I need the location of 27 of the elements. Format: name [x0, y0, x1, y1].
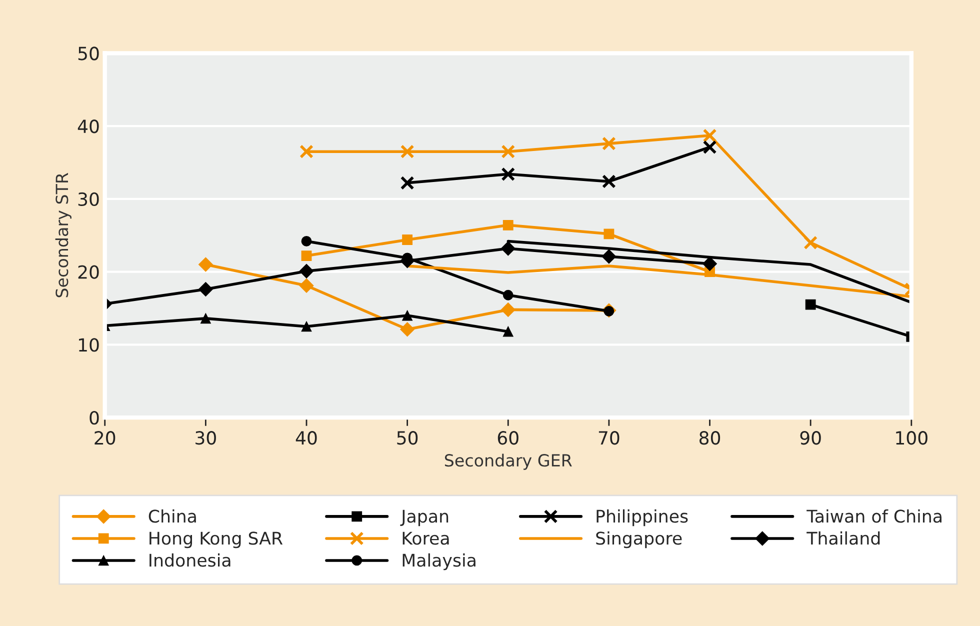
legend-label: Thailand	[806, 531, 880, 545]
y-tick-label: 20	[78, 265, 99, 279]
legend-label: Japan	[400, 510, 448, 526]
y-tick-label: 50	[78, 46, 99, 60]
legend-label: Korea	[402, 532, 449, 545]
y-tick-label: 40	[78, 120, 99, 134]
y-tick-label: 0	[90, 411, 99, 425]
x-tick-label: 20	[94, 431, 116, 445]
y-axis-title: Secondary STR	[55, 172, 72, 298]
legend-label: Singapore	[596, 531, 682, 548]
legend-label: Hong Kong SAR	[150, 532, 283, 548]
legend-label: Indonesia	[150, 553, 230, 567]
x-tick-label: 60	[498, 431, 518, 445]
legend-label: China	[148, 509, 196, 523]
x-tick-label: 100	[896, 431, 928, 445]
legend-label: Taiwan of China	[806, 509, 942, 523]
legend-label: Malaysia	[402, 553, 476, 570]
x-tick-label: 70	[598, 431, 620, 445]
x-tick-label: 90	[800, 431, 821, 445]
x-tick-label: 30	[196, 431, 216, 445]
legend-label: Philippines	[596, 509, 688, 526]
y-tick-label: 10	[79, 338, 99, 352]
x-tick-label: 40	[296, 431, 317, 445]
x-tick-label: 80	[700, 431, 720, 445]
x-axis-title: Secondary GER	[444, 454, 572, 470]
x-tick-label: 50	[397, 431, 418, 445]
y-tick-label: 30	[78, 192, 99, 206]
